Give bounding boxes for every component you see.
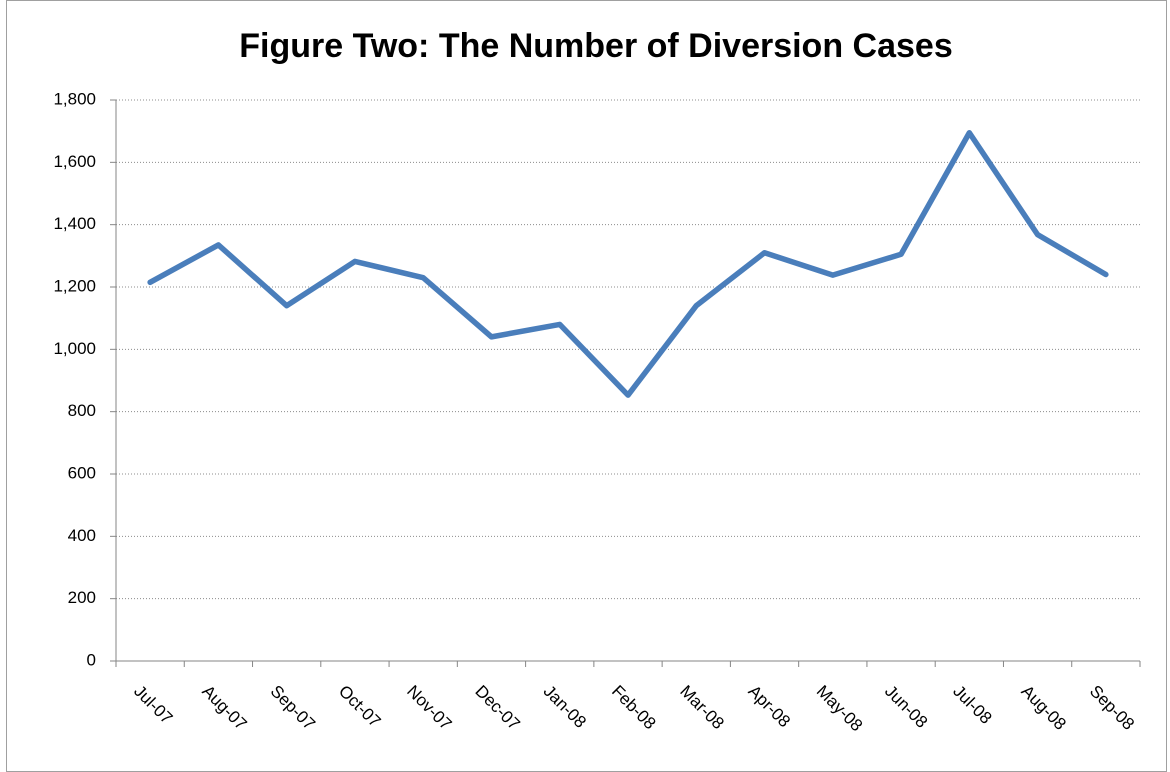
y-tick-label: 0 bbox=[87, 650, 96, 669]
y-tick-label: 800 bbox=[68, 401, 96, 420]
data-line bbox=[147, 129, 1109, 398]
y-tick-label: 200 bbox=[68, 588, 96, 607]
y-tick-label: 600 bbox=[68, 463, 96, 482]
chart-frame bbox=[6, 0, 1167, 772]
y-tick-label: 1,800 bbox=[53, 89, 96, 108]
y-tick-label: 1,200 bbox=[53, 276, 96, 295]
y-tick-label: 1,400 bbox=[53, 214, 96, 233]
chart-title: Figure Two: The Number of Diversion Case… bbox=[239, 27, 953, 65]
y-tick-label: 1,000 bbox=[53, 339, 96, 358]
y-tick-label: 1,600 bbox=[53, 152, 96, 171]
y-tick-label: 400 bbox=[68, 526, 96, 545]
